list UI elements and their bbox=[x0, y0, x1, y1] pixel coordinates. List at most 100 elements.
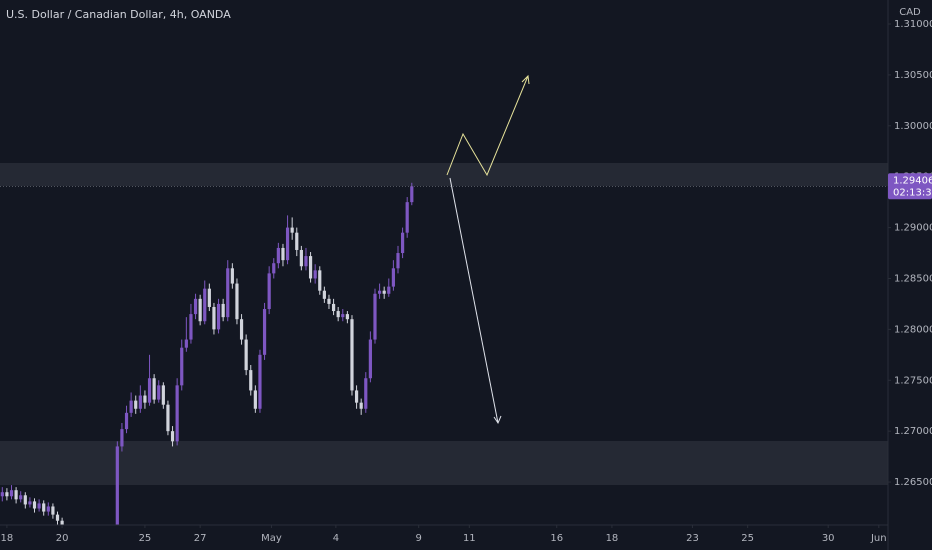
candle-body bbox=[212, 306, 216, 330]
candle-body bbox=[184, 339, 188, 348]
candle-body bbox=[170, 431, 175, 442]
candle-body bbox=[226, 268, 230, 318]
candle-body bbox=[331, 303, 336, 312]
candle-body bbox=[322, 290, 326, 299]
candle-body bbox=[189, 314, 193, 340]
bearish-path bbox=[449, 177, 499, 424]
y-tick-label: 1.28000 bbox=[894, 324, 932, 335]
currency-label: CAD bbox=[899, 7, 921, 18]
candle-body bbox=[295, 232, 299, 250]
y-tick-label: 1.31000 bbox=[894, 19, 932, 30]
candle-body bbox=[368, 339, 372, 379]
candle-body bbox=[304, 256, 308, 267]
candle-body bbox=[51, 506, 55, 515]
candle-body bbox=[152, 378, 156, 400]
candle-body bbox=[143, 395, 147, 403]
candle-body bbox=[354, 390, 359, 403]
candle-body bbox=[19, 495, 23, 500]
candle-body bbox=[267, 273, 271, 310]
candle-body bbox=[5, 492, 9, 497]
resistance-zone bbox=[0, 163, 888, 186]
candle-body bbox=[60, 520, 64, 525]
candle-body bbox=[359, 402, 363, 409]
candle-body bbox=[276, 247, 280, 264]
x-tick-label: 25 bbox=[741, 533, 754, 544]
arrow-head bbox=[521, 74, 530, 85]
candle-body bbox=[387, 286, 391, 294]
last-price-box bbox=[888, 173, 932, 200]
arrow-head bbox=[493, 415, 502, 425]
x-tick-label: 11 bbox=[463, 533, 476, 544]
candle-body bbox=[364, 378, 368, 409]
candle-body bbox=[157, 385, 161, 400]
candle-body bbox=[14, 490, 18, 500]
candle-body bbox=[345, 314, 349, 320]
candle-body bbox=[313, 270, 317, 279]
candle-body bbox=[42, 503, 46, 512]
candle-body bbox=[377, 290, 382, 294]
candle-body bbox=[391, 268, 395, 287]
candle-body bbox=[193, 298, 198, 315]
candles bbox=[0, 182, 888, 525]
candle-body bbox=[129, 400, 133, 413]
x-tick-label: Jun bbox=[870, 533, 887, 544]
countdown-label: 02:13:38 bbox=[893, 187, 932, 198]
y-tick-label: 1.28500 bbox=[894, 273, 932, 284]
candle-body bbox=[410, 186, 414, 203]
candle-body bbox=[405, 202, 409, 233]
candle-body bbox=[166, 404, 170, 432]
candle-body bbox=[308, 256, 313, 279]
x-tick-label: 16 bbox=[550, 533, 563, 544]
candle-body bbox=[290, 227, 294, 233]
candle-body bbox=[207, 288, 211, 307]
candle-body bbox=[180, 347, 184, 386]
candle-body bbox=[37, 503, 41, 509]
candle-body bbox=[230, 268, 234, 284]
candle-body bbox=[28, 501, 32, 505]
y-tick-label: 1.26500 bbox=[894, 477, 932, 488]
x-tick-label: 20 bbox=[56, 533, 69, 544]
x-tick-label: 27 bbox=[194, 533, 207, 544]
y-tick-label: 1.29000 bbox=[894, 223, 932, 234]
candle-body bbox=[299, 249, 303, 267]
support-zone bbox=[0, 441, 888, 485]
candle-body bbox=[235, 283, 239, 320]
candle-body bbox=[147, 378, 152, 403]
x-tick-label: 9 bbox=[416, 533, 422, 544]
candle-body bbox=[382, 290, 386, 294]
candle-body bbox=[272, 263, 276, 274]
bullish-path bbox=[446, 75, 529, 177]
candle-body bbox=[32, 501, 37, 509]
candle-body bbox=[258, 354, 262, 409]
candle-body bbox=[327, 298, 331, 304]
candle-body bbox=[249, 370, 253, 391]
x-tick-label: May bbox=[261, 533, 282, 544]
candle-body bbox=[400, 232, 405, 254]
candle-body bbox=[318, 270, 322, 291]
candle-body bbox=[350, 319, 354, 391]
x-tick-label: 23 bbox=[686, 533, 699, 544]
y-tick-label: 1.27500 bbox=[894, 375, 932, 386]
candle-body bbox=[9, 490, 14, 497]
candle-body bbox=[336, 311, 340, 318]
candle-body bbox=[239, 319, 244, 340]
candle-body bbox=[46, 506, 50, 512]
candle-body bbox=[244, 339, 248, 371]
candle-body bbox=[161, 385, 165, 405]
candle-body bbox=[0, 492, 4, 497]
candle-body bbox=[138, 395, 142, 409]
candle-body bbox=[262, 309, 267, 355]
candle-body bbox=[198, 298, 202, 322]
y-tick-label: 1.30500 bbox=[894, 70, 932, 81]
candle-body bbox=[115, 446, 119, 525]
candle-body bbox=[341, 314, 345, 318]
symbol-title: U.S. Dollar / Canadian Dollar, 4h, OANDA bbox=[6, 8, 231, 21]
candle-body bbox=[253, 390, 257, 409]
candle-body bbox=[373, 293, 377, 340]
x-tick-label: 4 bbox=[333, 533, 339, 544]
candle-body bbox=[55, 514, 60, 521]
x-tick-label: 25 bbox=[139, 533, 152, 544]
x-tick-label: 30 bbox=[822, 533, 835, 544]
